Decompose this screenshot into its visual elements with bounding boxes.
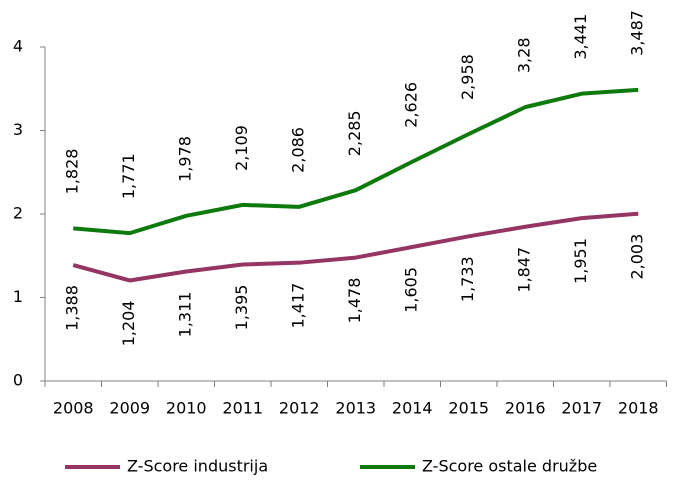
data-label: 1,828 bbox=[63, 149, 82, 195]
data-label: 1,311 bbox=[176, 292, 195, 338]
data-label: 2,626 bbox=[402, 82, 421, 128]
y-tick-label: 2 bbox=[13, 204, 23, 223]
data-label: 2,958 bbox=[458, 54, 477, 100]
x-tick-label: 2017 bbox=[561, 399, 602, 418]
x-tick-label: 2009 bbox=[109, 399, 150, 418]
series-line bbox=[72, 211, 639, 283]
data-label: 1,417 bbox=[289, 283, 308, 329]
x-tick-label: 2015 bbox=[448, 399, 489, 418]
data-label: 1,388 bbox=[63, 285, 82, 331]
data-label: 3,28 bbox=[515, 37, 534, 73]
y-tick-label: 4 bbox=[13, 37, 23, 56]
data-label: 1,847 bbox=[515, 247, 534, 293]
legend-label: Z-Score industrija bbox=[127, 457, 268, 476]
y-tick-label: 0 bbox=[13, 371, 23, 390]
x-tick-label: 2013 bbox=[335, 399, 376, 418]
x-tick-label: 2012 bbox=[279, 399, 320, 418]
data-label: 1,605 bbox=[402, 267, 421, 313]
data-label: 3,441 bbox=[571, 14, 590, 60]
data-label: 1,978 bbox=[176, 136, 195, 182]
x-tick-label: 2016 bbox=[505, 399, 546, 418]
x-tick-label: 2011 bbox=[222, 399, 263, 418]
data-label: 1,951 bbox=[571, 238, 590, 284]
data-label: 1,395 bbox=[232, 285, 251, 331]
series-line bbox=[73, 87, 639, 236]
x-tick-label: 2014 bbox=[392, 399, 433, 418]
data-label: 2,285 bbox=[345, 110, 364, 156]
data-label: 3,487 bbox=[628, 10, 647, 56]
data-label: 1,478 bbox=[345, 278, 364, 324]
data-label: 2,086 bbox=[289, 127, 308, 173]
x-tick-label: 2008 bbox=[53, 399, 94, 418]
y-tick-label: 1 bbox=[13, 287, 23, 306]
data-label: 2,109 bbox=[232, 125, 251, 171]
data-label: 1,771 bbox=[119, 153, 138, 199]
data-label: 1,733 bbox=[458, 256, 477, 302]
data-label: 1,204 bbox=[119, 300, 138, 346]
x-tick-label: 2018 bbox=[618, 399, 659, 418]
y-tick-label: 3 bbox=[13, 120, 23, 139]
data-label: 2,003 bbox=[628, 234, 647, 280]
x-tick-label: 2010 bbox=[166, 399, 207, 418]
legend-label: Z-Score ostale družbe bbox=[422, 457, 597, 476]
